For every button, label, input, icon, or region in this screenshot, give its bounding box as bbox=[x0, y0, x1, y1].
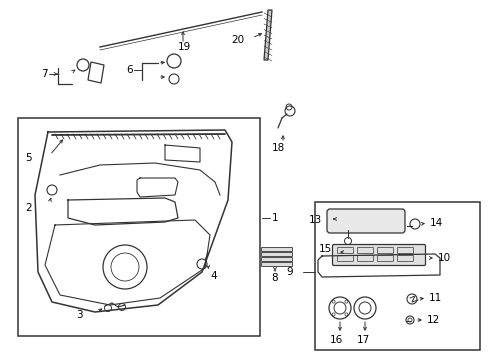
Text: 13: 13 bbox=[308, 215, 321, 225]
Text: 7: 7 bbox=[41, 69, 48, 79]
Text: 2: 2 bbox=[25, 203, 32, 213]
Text: 15: 15 bbox=[318, 244, 331, 254]
Text: 4: 4 bbox=[209, 271, 216, 281]
FancyBboxPatch shape bbox=[332, 244, 425, 266]
Text: 3: 3 bbox=[76, 310, 83, 320]
Text: 5: 5 bbox=[25, 153, 32, 163]
FancyBboxPatch shape bbox=[261, 248, 292, 252]
Text: 10: 10 bbox=[437, 253, 450, 263]
FancyBboxPatch shape bbox=[261, 257, 292, 261]
Bar bbox=[314, 202, 479, 350]
Bar bbox=[18, 118, 260, 336]
Text: 9: 9 bbox=[286, 267, 292, 277]
Text: 20: 20 bbox=[230, 35, 244, 45]
Text: 18: 18 bbox=[271, 143, 284, 153]
Text: 1: 1 bbox=[271, 213, 278, 223]
Polygon shape bbox=[264, 10, 271, 60]
FancyBboxPatch shape bbox=[261, 252, 292, 256]
Text: 16: 16 bbox=[329, 335, 343, 345]
FancyBboxPatch shape bbox=[261, 262, 292, 266]
Text: 12: 12 bbox=[426, 315, 439, 325]
Text: 14: 14 bbox=[429, 218, 442, 228]
Text: 19: 19 bbox=[178, 42, 191, 52]
Text: 8: 8 bbox=[270, 273, 277, 283]
Text: 17: 17 bbox=[356, 335, 369, 345]
Text: 6: 6 bbox=[126, 65, 133, 75]
FancyBboxPatch shape bbox=[326, 209, 404, 233]
Text: 11: 11 bbox=[428, 293, 441, 303]
